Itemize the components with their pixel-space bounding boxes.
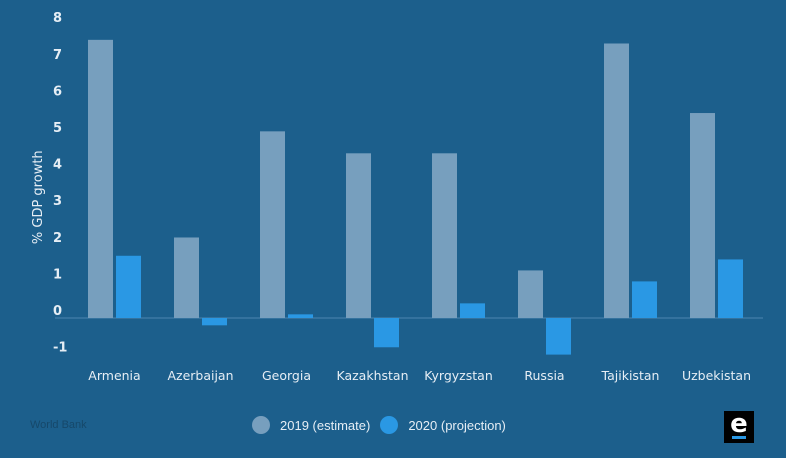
legend-item-2020[interactable]: 2020 (projection) [380, 416, 506, 434]
y-tick-label: 5 [53, 121, 62, 136]
bar-azerbaijan-2020 [202, 318, 227, 326]
logo-text: e [730, 409, 748, 439]
x-tick-label: Kazakhstan [336, 368, 408, 383]
legend: 2019 (estimate) 2020 (projection) [252, 416, 516, 434]
bar-uzbekistan-2019 [690, 113, 715, 318]
bar-azerbaijan-2019 [174, 237, 199, 318]
x-tick-label: Russia [524, 368, 564, 383]
bar-georgia-2020 [288, 314, 313, 318]
x-tick-label: Armenia [88, 368, 140, 383]
y-tick-label: 1 [53, 267, 62, 282]
logo: e [724, 411, 754, 443]
bar-kazakhstan-2020 [374, 318, 399, 348]
bar-russia-2019 [518, 270, 543, 318]
bar-georgia-2019 [260, 131, 285, 318]
x-tick-label: Tajikistan [601, 368, 660, 383]
x-tick-label: Azerbaijan [167, 368, 233, 383]
y-tick-label: 4 [53, 158, 62, 173]
bar-russia-2020 [546, 318, 571, 355]
x-tick-label: Kyrgyzstan [424, 368, 493, 383]
bar-kazakhstan-2019 [346, 153, 371, 318]
bar-tajikistan-2019 [604, 43, 629, 318]
y-tick-label: 3 [53, 194, 62, 209]
bar-armenia-2020 [116, 255, 141, 318]
bar-armenia-2019 [88, 39, 113, 319]
y-tick-label: 6 [53, 84, 62, 99]
bar-tajikistan-2020 [632, 281, 657, 318]
source-label: World Bank [30, 419, 87, 431]
legend-item-2019[interactable]: 2019 (estimate) [252, 416, 370, 434]
legend-swatch-2020 [380, 416, 399, 434]
bar-uzbekistan-2020 [718, 259, 743, 318]
legend-label-2019: 2019 (estimate) [280, 417, 371, 433]
x-tick-label: Georgia [262, 368, 311, 383]
y-tick-label: 2 [53, 231, 62, 246]
x-tick-label: Uzbekistan [682, 368, 751, 383]
y-tick-label: 0 [53, 304, 62, 319]
y-axis-label: % GDP growth [31, 150, 46, 244]
y-tick-label: 7 [53, 48, 62, 63]
bar-kyrgyzstan-2020 [460, 303, 485, 318]
legend-swatch-2019 [252, 416, 270, 434]
bar-kyrgyzstan-2019 [432, 153, 457, 318]
legend-label-2020: 2020 (projection) [408, 417, 506, 433]
y-tick-label: 8 [53, 11, 62, 26]
y-tick-label: -1 [53, 341, 67, 356]
